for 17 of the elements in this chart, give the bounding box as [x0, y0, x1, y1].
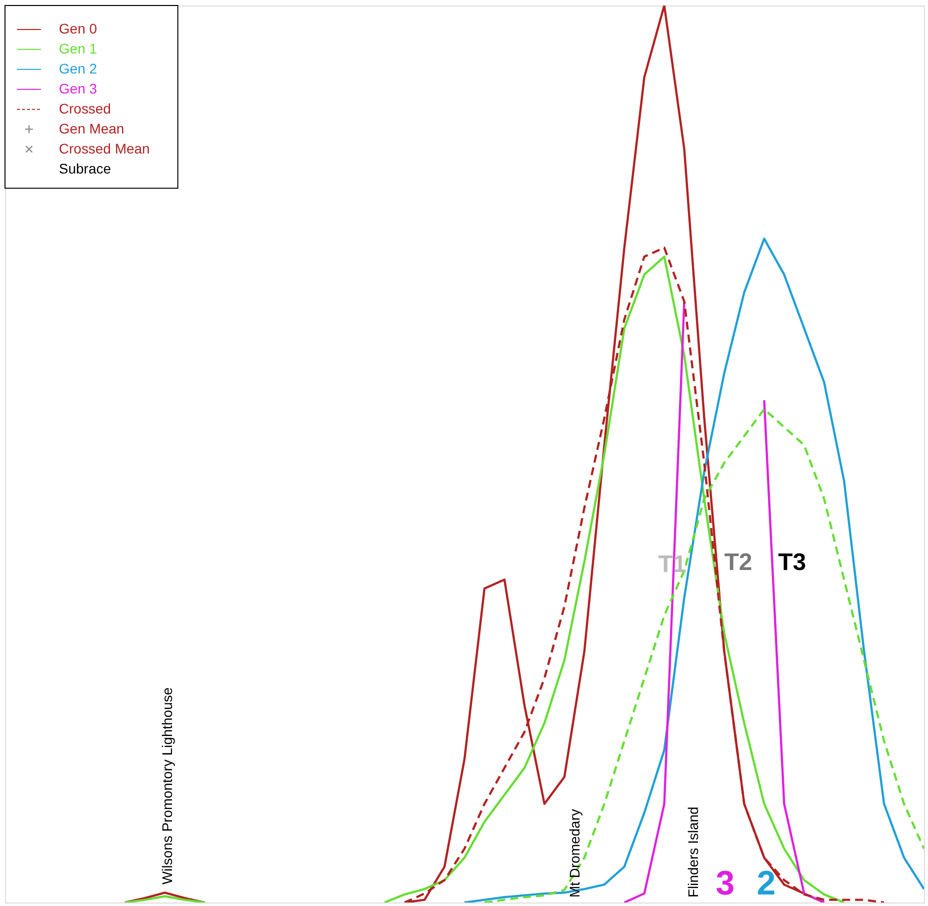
annotation: Flinders Island [685, 806, 702, 898]
legend-label: Gen 1 [58, 40, 98, 56]
annotation: 3 [716, 864, 735, 903]
annotation: T2 [724, 548, 752, 576]
annotation: × [24, 141, 34, 158]
annotation: Gen Mean [58, 120, 124, 136]
annotation: Subrace [58, 160, 112, 176]
annotation: T3 [778, 548, 806, 576]
legend-label: Gen 0 [58, 20, 98, 36]
legend-label: Crossed [58, 100, 111, 116]
annotation: + [24, 121, 34, 138]
legend-label: Gen 2 [58, 60, 98, 76]
annotation: Mt Dromedary [566, 809, 582, 898]
annotation: Crossed Mean [58, 140, 150, 156]
annotation: Wilsons Promontory Lighthouse [158, 687, 175, 885]
legend-label: Gen 3 [58, 80, 98, 96]
annotation: 2 [756, 864, 776, 903]
